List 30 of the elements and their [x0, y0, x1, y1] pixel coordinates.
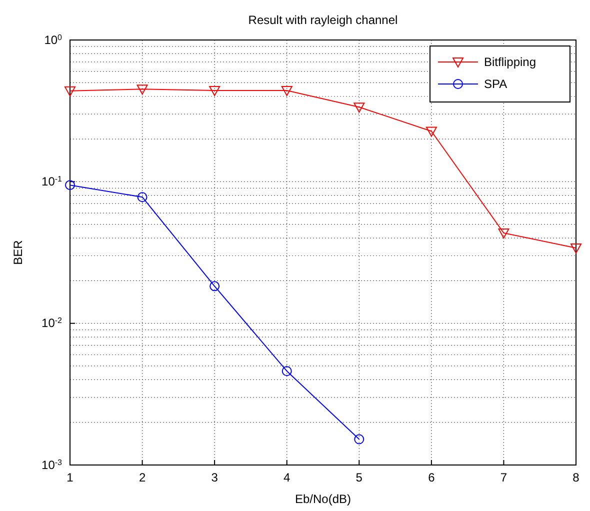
x-tick-label: 2	[138, 470, 146, 485]
x-tick-label: 8	[572, 470, 580, 485]
x-tick-label: 3	[211, 470, 218, 485]
y-tick-label: 10$^{-2}$	[42, 316, 63, 330]
x-tick-label: 1	[66, 470, 74, 485]
x-tick-label: 5	[356, 470, 363, 485]
point	[209, 86, 220, 96]
point	[136, 84, 148, 95]
y-axis-title: BER	[11, 240, 25, 265]
legend-label: SPA	[484, 77, 508, 92]
y-tick-label: 10$^{-3}$	[42, 457, 63, 472]
point	[65, 180, 75, 190]
point	[137, 192, 148, 202]
x-tick-label: 7	[500, 470, 508, 485]
x-tick-label: 6	[428, 470, 436, 485]
x-axis-title: Eb/No(dB)	[294, 492, 352, 506]
y-tick-label: 10$^{0}$	[44, 32, 63, 47]
point	[210, 281, 220, 292]
point	[354, 434, 364, 444]
x-tick-label: 4	[284, 470, 291, 485]
point	[354, 102, 365, 113]
chart-title: Result with rayleigh channel	[248, 13, 398, 27]
point	[282, 366, 292, 376]
point	[498, 228, 510, 239]
point	[426, 126, 437, 137]
y-tick-label: 10$^{-1}$	[42, 174, 63, 189]
point	[64, 86, 76, 96]
point	[570, 244, 582, 254]
legend-label: Bitflipping	[484, 55, 536, 70]
point	[281, 86, 292, 96]
